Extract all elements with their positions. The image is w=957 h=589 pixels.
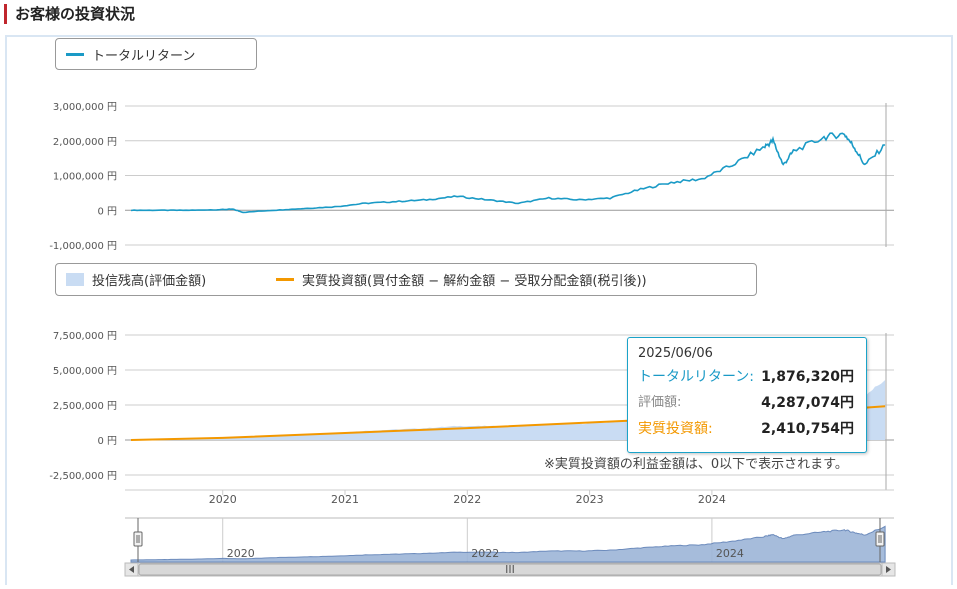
scrollbar-grip: III	[505, 563, 515, 576]
tooltip-date: 2025/06/06	[638, 346, 713, 361]
tooltip-value: 1,876,320円	[761, 369, 854, 385]
page-heading: お客様の投資状況	[4, 4, 135, 24]
valuation-swatch	[66, 273, 84, 286]
net-investment-swatch	[276, 278, 294, 281]
legend-label: トータルリターン	[92, 48, 196, 64]
x-tick-label: 2020	[209, 493, 237, 506]
tooltip-value: 4,287,074円	[761, 395, 854, 411]
chart-panel	[5, 35, 953, 585]
y-tick-label: 2,500,000 円	[53, 401, 117, 412]
legend-item-valuation[interactable]: 投信残高(評価金額)	[66, 264, 206, 295]
legend-item-net-investment[interactable]: 実質投資額(買付金額 − 解約金額 − 受取分配金額(税引後))	[276, 264, 647, 295]
tooltip-label: 評価額:	[638, 395, 682, 410]
chart-note: ※実質投資額の利益金額は、0以下で表示されます。	[544, 457, 848, 472]
navigator-label: 2024	[716, 547, 744, 560]
x-tick-label: 2021	[331, 493, 359, 506]
legend-label: 実質投資額(買付金額 − 解約金額 − 受取分配金額(税引後))	[302, 274, 647, 289]
arrow-right-icon	[886, 566, 891, 573]
tooltip-row-net-investment: 実質投資額: 2,410,754円	[638, 419, 854, 439]
legend-top: トータルリターン	[55, 38, 257, 70]
tooltip-label: トータルリターン:	[638, 369, 755, 385]
tooltip-row-total-return: トータルリターン: 1,876,320円	[638, 367, 854, 387]
y-tick-label: -2,500,000 円	[49, 471, 117, 482]
y-tick-label: 2,000,000 円	[53, 137, 117, 148]
legend-bottom: 投信残高(評価金額) 実質投資額(買付金額 − 解約金額 − 受取分配金額(税引…	[55, 263, 757, 296]
x-tick-label: 2022	[453, 493, 481, 506]
total-return-line	[131, 132, 886, 214]
y-tick-label: 1,000,000 円	[53, 172, 117, 183]
scrollbar-thumb[interactable]	[138, 563, 882, 576]
tooltip-row-valuation: 評価額: 4,287,074円	[638, 393, 854, 413]
y-tick-label: 3,000,000 円	[53, 102, 117, 113]
y-tick-label: -1,000,000 円	[49, 241, 117, 252]
legend-label: 投信残高(評価金額)	[92, 274, 207, 289]
total-return-swatch	[66, 52, 84, 56]
right-range-handle[interactable]	[875, 531, 885, 547]
arrow-left-icon	[129, 566, 134, 573]
y-tick-label: 5,000,000 円	[53, 366, 117, 377]
legend-item-total-return[interactable]: トータルリターン	[66, 39, 195, 69]
y-tick-label: 7,500,000 円	[53, 331, 117, 342]
y-tick-label: 0 円	[97, 436, 117, 447]
x-tick-label: 2023	[576, 493, 604, 506]
navigator-label: 2022	[471, 547, 499, 560]
tooltip-value: 2,410,754円	[761, 421, 854, 437]
navigator-label: 2020	[227, 547, 255, 560]
navigator-series	[130, 525, 886, 563]
data-tooltip: 2025/06/06 トータルリターン: 1,876,320円 評価額: 4,2…	[627, 337, 867, 453]
tooltip-label: 実質投資額:	[638, 421, 713, 437]
x-tick-label: 2024	[698, 493, 726, 506]
left-range-handle[interactable]	[133, 531, 143, 547]
y-tick-label: 0 円	[97, 206, 117, 217]
